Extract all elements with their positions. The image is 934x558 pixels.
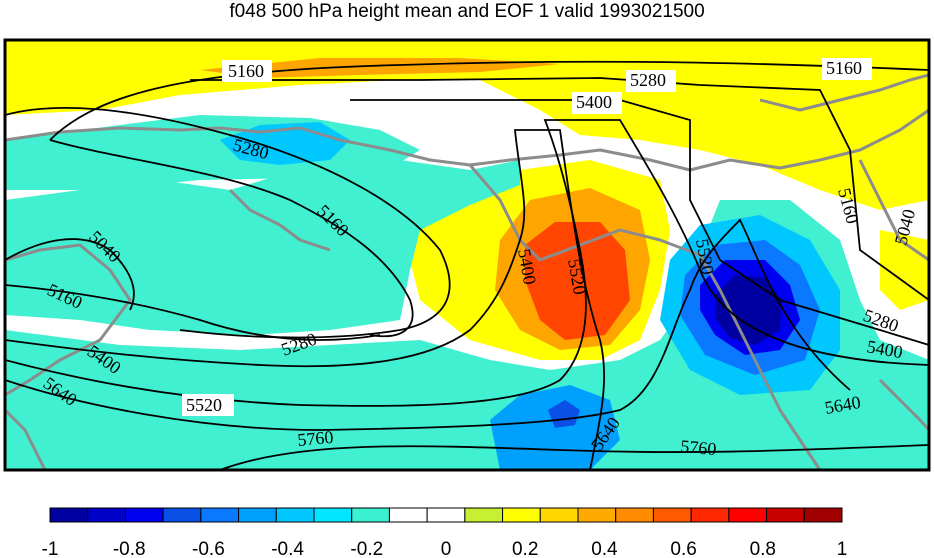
height-contours — [5, 60, 929, 470]
contour-5280-west — [5, 107, 451, 339]
colorbar-bin — [615, 507, 654, 523]
colorbar-bin — [162, 507, 202, 523]
contour-label: 5160 — [228, 61, 264, 81]
colorbar-bin — [87, 507, 126, 523]
colorbar-tick-label: -0.8 — [113, 539, 146, 558]
contour-5400-north — [350, 99, 929, 346]
coastline-north — [5, 108, 929, 172]
colorbar-bin — [577, 507, 617, 523]
coastlines — [5, 73, 929, 470]
contour-5520 — [5, 119, 929, 407]
anomaly-fill-layer: 5160 5280 5400 5160 5280 5160 5040 5160 … — [5, 40, 929, 470]
colorbar-tick-label: 0.8 — [750, 539, 776, 558]
colorbar-bin — [690, 507, 730, 523]
colorbar-bin — [49, 507, 89, 523]
contour-label: 5760 — [297, 427, 335, 450]
coastline-alaska — [468, 164, 822, 470]
colorbar-bin — [238, 507, 277, 523]
colorbar-tick-label: -0.6 — [192, 539, 225, 558]
colorbar-tick-label: 1 — [837, 539, 848, 558]
colorbar-bin — [351, 507, 390, 523]
colorbar-bin — [803, 507, 843, 523]
colorbar-bin — [728, 507, 768, 523]
colorbar-tick-label: -1 — [42, 539, 59, 558]
colorbar-bin — [426, 507, 466, 523]
map-title: f048 500 hPa height mean and EOF 1 valid… — [229, 1, 705, 22]
label-bg — [626, 70, 676, 92]
colorbar-tick-label: -0.2 — [350, 539, 383, 558]
contour-5040 — [5, 238, 135, 311]
contour-label: 5160 — [826, 58, 862, 78]
colorbar-bin — [124, 507, 164, 523]
colorbar-tick-label: -0.4 — [271, 539, 304, 558]
label-bg — [572, 92, 622, 114]
coastline-arctic — [759, 73, 929, 112]
colorbar-bin — [539, 507, 579, 523]
colorbar-bin — [652, 507, 692, 523]
contour-5400-south — [5, 129, 605, 470]
coastline-canada — [858, 159, 929, 262]
colorbar: -1 -0.8 -0.6 -0.4 -0.2 0 0.2 0.4 0.6 0.8 1 — [42, 507, 848, 558]
contour-5160-west — [49, 139, 414, 338]
colorbar-bin — [313, 507, 353, 523]
colorbar-tick-label: 0.2 — [512, 539, 538, 558]
contour-5280-north — [190, 77, 929, 301]
colorbar-bin — [464, 507, 504, 523]
label-bg — [222, 60, 272, 82]
colorbar-tick-label: 0 — [441, 539, 452, 558]
contour-5760 — [219, 444, 929, 470]
contour-5160-south — [5, 284, 381, 341]
colorbar-bin — [275, 507, 315, 523]
positive-anomaly-north — [5, 40, 929, 210]
colorbar-bin — [200, 507, 240, 523]
contour-label: 5520 — [186, 395, 222, 415]
coastline-sw — [5, 408, 47, 470]
coastline-kamchatka — [228, 188, 331, 252]
colorbar-tick-label: 0.4 — [591, 539, 618, 558]
contour-label: 5280 — [630, 70, 666, 90]
contour-5160-north — [49, 60, 929, 141]
label-bg — [822, 58, 872, 80]
negative-anomaly-east-core — [715, 275, 782, 345]
label-bg — [182, 394, 234, 416]
colorbar-bin — [388, 507, 428, 523]
colorbar-bin — [766, 507, 805, 523]
contour-label: 5400 — [576, 92, 612, 112]
contour-label: 5760 — [680, 436, 718, 459]
colorbar-tick-label: 0.6 — [670, 539, 696, 558]
colorbar-bin — [502, 507, 541, 523]
contour-5640 — [5, 218, 851, 431]
coastline-se — [878, 378, 929, 432]
map-frame — [3, 38, 931, 472]
negative-anomaly-core-south — [548, 400, 580, 428]
red-anomaly-central — [525, 222, 630, 340]
coastline-asia — [5, 243, 132, 397]
